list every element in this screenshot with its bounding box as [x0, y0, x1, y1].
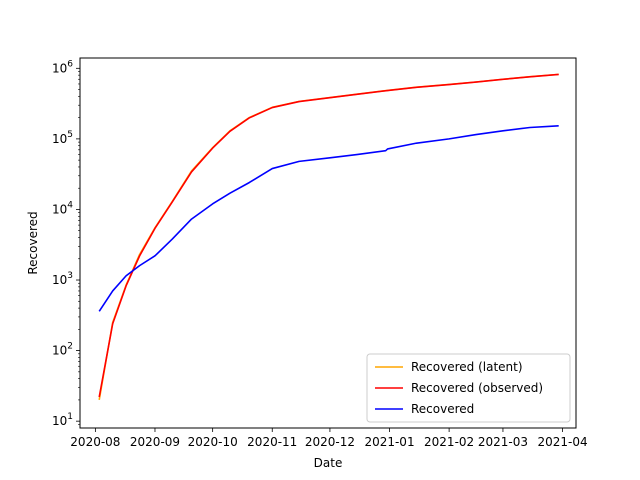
- series-line-recovered-observed: [98, 73, 559, 398]
- series-line-recovered: [98, 125, 559, 312]
- x-tick-label: 2020-09: [130, 435, 180, 449]
- x-tick-label: 2020-11: [247, 435, 297, 449]
- legend-label: Recovered (latent): [411, 360, 523, 374]
- x-tick-label: 2020-08: [70, 435, 120, 449]
- series-layer: [98, 73, 559, 401]
- legend-label: Recovered: [411, 402, 474, 416]
- x-axis-label: Date: [314, 456, 343, 470]
- plot-frame: [79, 57, 577, 429]
- legend-label: Recovered (observed): [411, 381, 543, 395]
- legend: Recovered (latent) Recovered (observed) Re…: [366, 353, 571, 423]
- legend-box: [366, 353, 571, 423]
- y-axis: 101 102 103 104 105 106: [52, 59, 80, 428]
- x-tick-label: 2020-12: [305, 435, 355, 449]
- y-tick-label: 101: [52, 412, 73, 428]
- y-tick-label: 103: [52, 271, 73, 287]
- y-tick-label: 106: [52, 59, 73, 75]
- y-tick-label: 102: [52, 342, 73, 358]
- y-tick-label: 105: [52, 130, 73, 146]
- x-tick-label: 2021-03: [478, 435, 528, 449]
- y-axis-label: Recovered: [26, 211, 40, 274]
- x-tick-label: 2021-04: [537, 435, 587, 449]
- x-axis: 2020-08 2020-09 2020-10 2020-11 2020-12 2021-…: [70, 428, 588, 449]
- x-tick-label: 2021-02: [424, 435, 474, 449]
- x-tick-label: 2020-10: [188, 435, 238, 449]
- x-tick-label: 2021-01: [364, 435, 414, 449]
- y-tick-label: 104: [52, 200, 73, 216]
